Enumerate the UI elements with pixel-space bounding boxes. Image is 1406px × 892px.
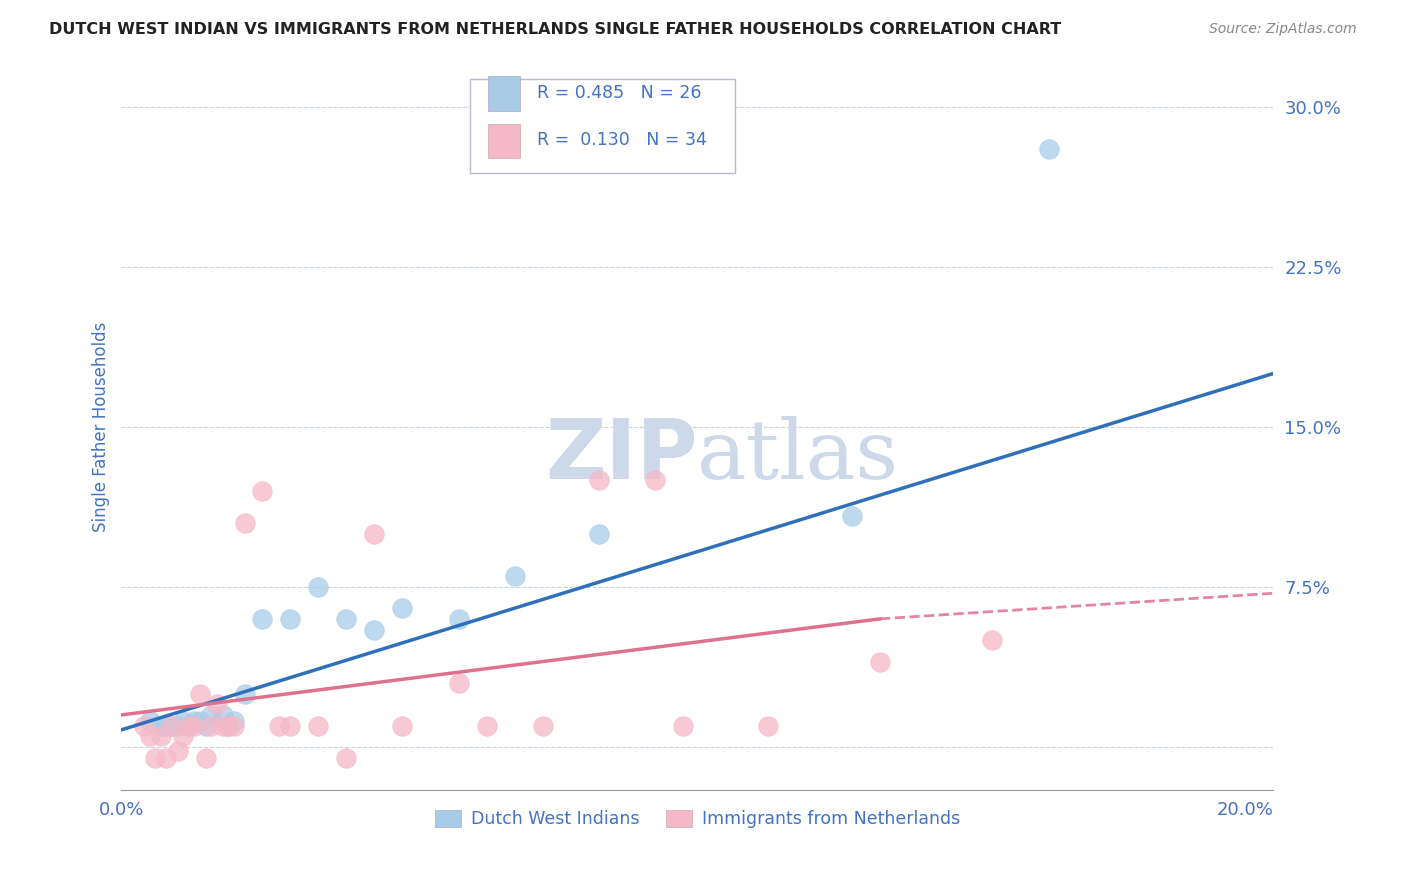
- FancyBboxPatch shape: [488, 77, 520, 112]
- Point: [278, 718, 301, 732]
- Point: [363, 623, 385, 637]
- Point: [278, 612, 301, 626]
- Point: [447, 676, 470, 690]
- Point: [166, 744, 188, 758]
- Text: DUTCH WEST INDIAN VS IMMIGRANTS FROM NETHERLANDS SINGLE FATHER HOUSEHOLDS CORREL: DUTCH WEST INDIAN VS IMMIGRANTS FROM NET…: [49, 22, 1062, 37]
- Point: [200, 718, 222, 732]
- Text: Source: ZipAtlas.com: Source: ZipAtlas.com: [1209, 22, 1357, 37]
- Point: [132, 718, 155, 732]
- Y-axis label: Single Father Households: Single Father Households: [93, 322, 110, 532]
- Point: [869, 655, 891, 669]
- Point: [160, 718, 183, 732]
- Point: [149, 729, 172, 743]
- Text: atlas: atlas: [697, 416, 900, 496]
- Point: [531, 718, 554, 732]
- Point: [307, 580, 329, 594]
- Point: [155, 750, 177, 764]
- Point: [149, 718, 172, 732]
- Text: R =  0.130   N = 34: R = 0.130 N = 34: [537, 131, 707, 149]
- Point: [160, 718, 183, 732]
- Point: [588, 526, 610, 541]
- Point: [138, 729, 160, 743]
- Point: [233, 516, 256, 530]
- Point: [155, 718, 177, 732]
- Point: [335, 750, 357, 764]
- Point: [503, 569, 526, 583]
- Point: [475, 718, 498, 732]
- Point: [194, 750, 217, 764]
- Point: [200, 707, 222, 722]
- Point: [183, 714, 205, 729]
- Point: [194, 718, 217, 732]
- Point: [447, 612, 470, 626]
- Point: [177, 718, 200, 732]
- Point: [188, 687, 211, 701]
- Point: [211, 707, 233, 722]
- Point: [1038, 143, 1060, 157]
- Point: [217, 718, 239, 732]
- Point: [267, 718, 290, 732]
- Point: [391, 601, 413, 615]
- Point: [672, 718, 695, 732]
- Point: [250, 483, 273, 498]
- Point: [363, 526, 385, 541]
- Point: [183, 718, 205, 732]
- Point: [172, 729, 194, 743]
- Point: [188, 714, 211, 729]
- Point: [250, 612, 273, 626]
- FancyBboxPatch shape: [471, 78, 735, 173]
- Point: [335, 612, 357, 626]
- Point: [177, 718, 200, 732]
- FancyBboxPatch shape: [488, 124, 520, 159]
- Point: [172, 714, 194, 729]
- Point: [211, 718, 233, 732]
- Point: [143, 750, 166, 764]
- Legend: Dutch West Indians, Immigrants from Netherlands: Dutch West Indians, Immigrants from Neth…: [427, 803, 967, 835]
- Point: [222, 718, 245, 732]
- Point: [217, 718, 239, 732]
- Point: [644, 473, 666, 487]
- Text: R = 0.485   N = 26: R = 0.485 N = 26: [537, 84, 702, 102]
- Point: [588, 473, 610, 487]
- Point: [222, 714, 245, 729]
- Text: ZIP: ZIP: [546, 416, 697, 496]
- Point: [138, 714, 160, 729]
- Point: [981, 633, 1004, 648]
- Point: [166, 718, 188, 732]
- Point: [391, 718, 413, 732]
- Point: [307, 718, 329, 732]
- Point: [756, 718, 779, 732]
- Point: [205, 697, 228, 711]
- Point: [841, 509, 863, 524]
- Point: [233, 687, 256, 701]
